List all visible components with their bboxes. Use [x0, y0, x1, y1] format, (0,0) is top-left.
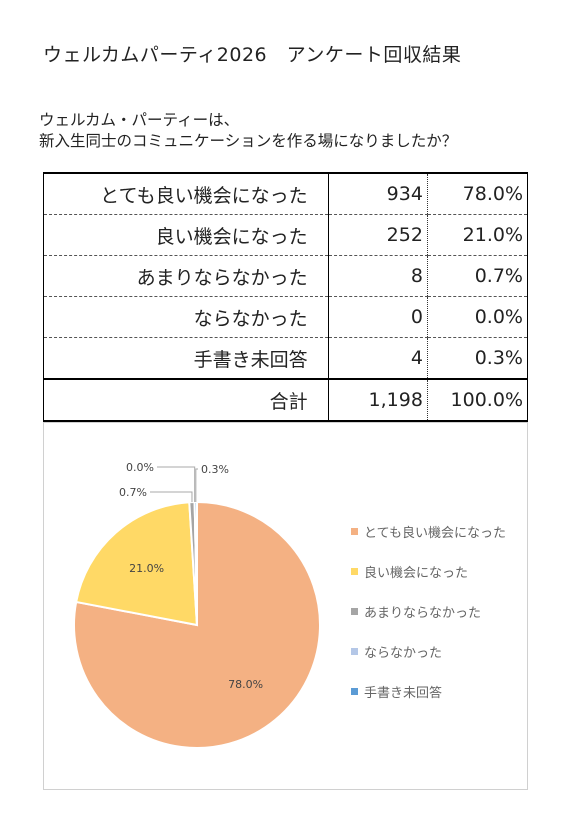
results-table: とても良い機会になった 934 78.0% 良い機会になった 252 21.0%…	[43, 172, 529, 422]
row-count: 4	[327, 337, 428, 380]
table-row: とても良い機会になった 934 78.0%	[43, 172, 529, 215]
legend-label: とても良い機会になった	[364, 525, 506, 541]
data-label: 0.3%	[201, 463, 229, 476]
leader-line	[195, 468, 198, 503]
row-count: 252	[327, 214, 428, 256]
total-percent: 100.0%	[426, 378, 529, 422]
row-percent: 0.0%	[426, 296, 529, 338]
row-label: ならなかった	[43, 296, 329, 338]
table-row: ならなかった 0 0.0%	[43, 296, 529, 338]
page-title: ウェルカムパーティ2026 アンケート回収結果	[43, 44, 462, 66]
pie-slice	[193, 500, 198, 626]
table-row: 手書き未回答 4 0.3%	[43, 337, 529, 380]
survey-question: ウェルカム・パーティーは、 新入生同士のコミュニケーションを作る場になりましたか…	[39, 110, 457, 152]
data-label: 21.0%	[129, 562, 164, 575]
legend-label: あまりならなかった	[364, 605, 482, 621]
legend-item: 良い機会になった	[351, 551, 506, 591]
leader-line	[157, 466, 196, 503]
data-label: 78.0%	[228, 678, 263, 691]
legend-swatch	[351, 687, 358, 695]
row-percent: 0.7%	[426, 255, 529, 297]
leader-line	[150, 491, 193, 503]
row-label: とても良い機会になった	[43, 172, 329, 215]
row-count: 934	[327, 172, 428, 215]
row-percent: 21.0%	[426, 214, 529, 256]
legend-item: ならなかった	[351, 631, 506, 671]
pie-chart: 78.0% 21.0% 0.7% 0.0% 0.3%	[73, 461, 321, 749]
data-label: 0.7%	[119, 486, 147, 499]
row-count: 0	[327, 296, 428, 338]
legend-swatch	[351, 607, 358, 615]
row-label: 良い機会になった	[43, 214, 329, 256]
legend-swatch	[351, 527, 358, 535]
row-percent: 78.0%	[426, 172, 529, 215]
data-label: 0.0%	[126, 461, 154, 474]
total-label: 合計	[43, 378, 329, 422]
pie-chart-frame: 78.0% 21.0% 0.7% 0.0% 0.3% とても良い機会になった 良い機会にな…	[43, 422, 528, 790]
row-percent: 0.3%	[426, 337, 529, 380]
row-label: 手書き未回答	[43, 337, 329, 380]
table-row: あまりならなかった 8 0.7%	[43, 255, 529, 297]
total-count: 1,198	[327, 378, 428, 422]
legend-label: ならなかった	[364, 645, 443, 661]
table-row: 良い機会になった 252 21.0%	[43, 214, 529, 256]
legend-item: 手書き未回答	[351, 671, 506, 711]
question-line-1: ウェルカム・パーティーは、	[39, 111, 240, 129]
chart-legend: とても良い機会になった 良い機会になった あまりならなかった ならなかった 手書き未回答	[351, 511, 506, 711]
legend-label: 良い機会になった	[364, 565, 469, 581]
row-label: あまりならなかった	[43, 255, 329, 297]
legend-swatch	[351, 567, 358, 575]
row-count: 8	[327, 255, 428, 297]
legend-item: あまりならなかった	[351, 591, 506, 631]
legend-swatch	[351, 647, 358, 655]
pie-slice	[75, 501, 199, 627]
legend-label: 手書き未回答	[364, 685, 443, 701]
question-line-2: 新入生同士のコミュニケーションを作る場になりましたか？	[39, 132, 458, 150]
total-row: 合計 1,198 100.0%	[43, 378, 529, 422]
legend-item: とても良い機会になった	[351, 511, 506, 551]
